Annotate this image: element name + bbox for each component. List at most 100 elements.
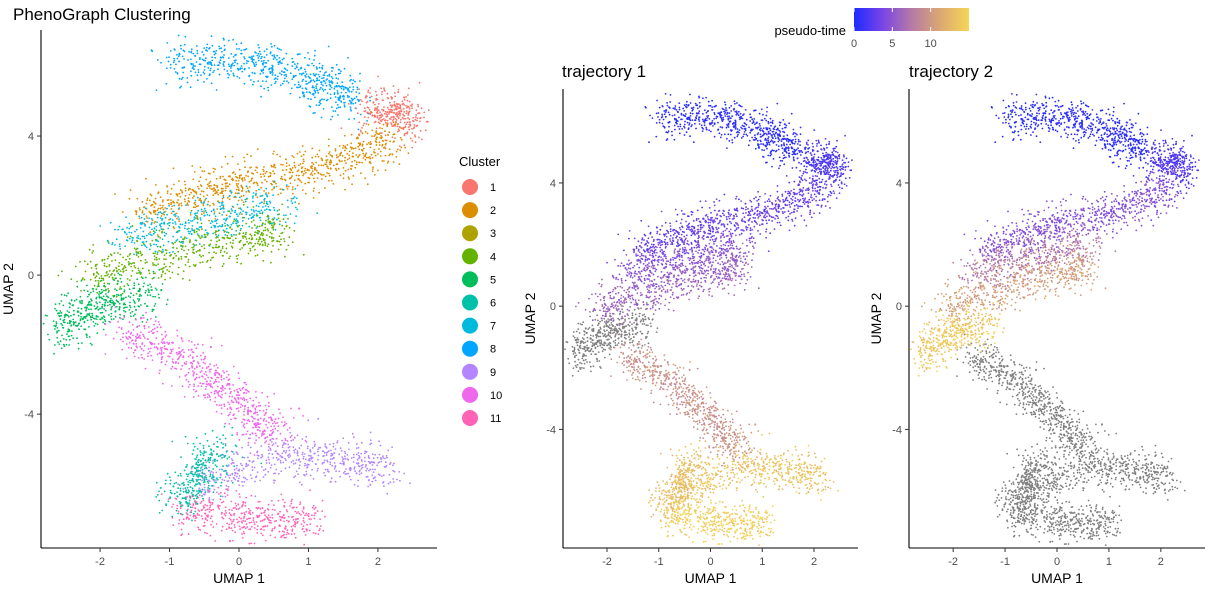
cell-point [186,464,189,466]
cell-point [368,109,371,111]
cell-point [386,492,389,495]
cell-point [253,417,256,420]
cell-point [218,239,221,242]
cell-point [135,251,138,253]
cell-point [98,295,101,297]
cell-point [185,465,188,468]
cell-point [241,235,244,238]
cell-point [201,472,204,474]
cell-point [226,480,229,483]
cell-point [256,232,259,235]
cell-point [178,60,181,63]
cell-point [363,452,366,455]
cell-point [254,194,257,197]
cell-point [199,193,202,196]
cell-point [165,334,168,336]
cell-point [408,106,410,108]
cell-point [96,305,99,308]
cell-point [126,255,129,258]
cell-point [339,174,342,177]
cell-point [237,407,240,410]
cell-point [365,469,368,472]
cell-point [311,506,314,509]
cell-point [290,169,293,172]
cell-point [329,443,331,446]
cell-point [127,346,130,349]
cell-point [260,60,263,62]
cell-point [148,272,151,275]
cell-point [281,224,284,227]
cell-point [244,200,247,203]
cell-point [301,72,303,75]
cell-point [205,178,208,181]
cell-point [160,225,162,228]
cell-point [54,344,56,346]
cell-point [128,288,131,290]
cell-point [142,285,145,288]
cell-point [150,49,153,52]
cell-point [223,403,226,406]
cell-point [325,161,328,164]
cell-point [99,292,102,295]
cell-point [172,361,175,364]
cell-point [403,111,405,113]
cell-point [289,436,292,439]
cell-point [223,425,226,428]
cell-point [123,309,125,312]
cell-point [205,46,208,49]
cell-point [400,146,403,149]
cell-point [163,258,166,261]
cell-point [172,200,175,203]
cell-point [112,337,115,340]
cell-point [379,150,382,153]
cell-point [397,113,400,115]
cell-point [173,482,176,485]
cell-point [286,188,289,190]
cell-point [261,181,263,184]
cell-point [366,132,369,135]
cell-point [196,74,199,77]
cell-point [230,408,233,411]
cell-point [160,358,163,361]
cell-point [288,446,291,448]
cell-point [369,439,372,442]
cell-point [227,383,230,386]
cell-point [197,249,199,252]
cell-point [125,216,127,219]
cell-point [247,189,250,192]
cell-point [329,97,332,100]
cell-point [143,337,146,339]
cell-point [352,461,355,463]
cell-point [343,463,345,466]
cell-point [266,436,269,438]
cell-point [206,439,209,442]
cell-point [62,304,65,307]
cell-point [232,507,235,510]
cell-point [298,407,301,410]
cell-point [53,352,55,355]
cell-point [355,472,358,474]
cell-point [268,443,270,446]
cell-point [274,74,277,77]
cell-point [180,258,183,260]
cell-point [154,213,157,216]
cell-point [263,414,266,417]
cell-point [329,163,331,166]
cell-point [334,480,337,483]
cell-point [221,468,224,471]
cell-point [160,275,163,278]
cell-point [187,371,190,374]
cell-point [222,196,225,199]
cell-point [386,162,389,164]
cell-point [268,416,270,419]
cell-point [160,349,163,351]
cell-point [358,473,361,476]
cell-point [382,147,385,149]
cell-point [145,321,148,324]
cell-point [323,461,325,464]
cell-point [145,246,148,249]
cell-point [191,453,194,455]
cell-point [315,66,318,68]
cell-point [385,455,388,457]
cell-point [291,498,293,501]
